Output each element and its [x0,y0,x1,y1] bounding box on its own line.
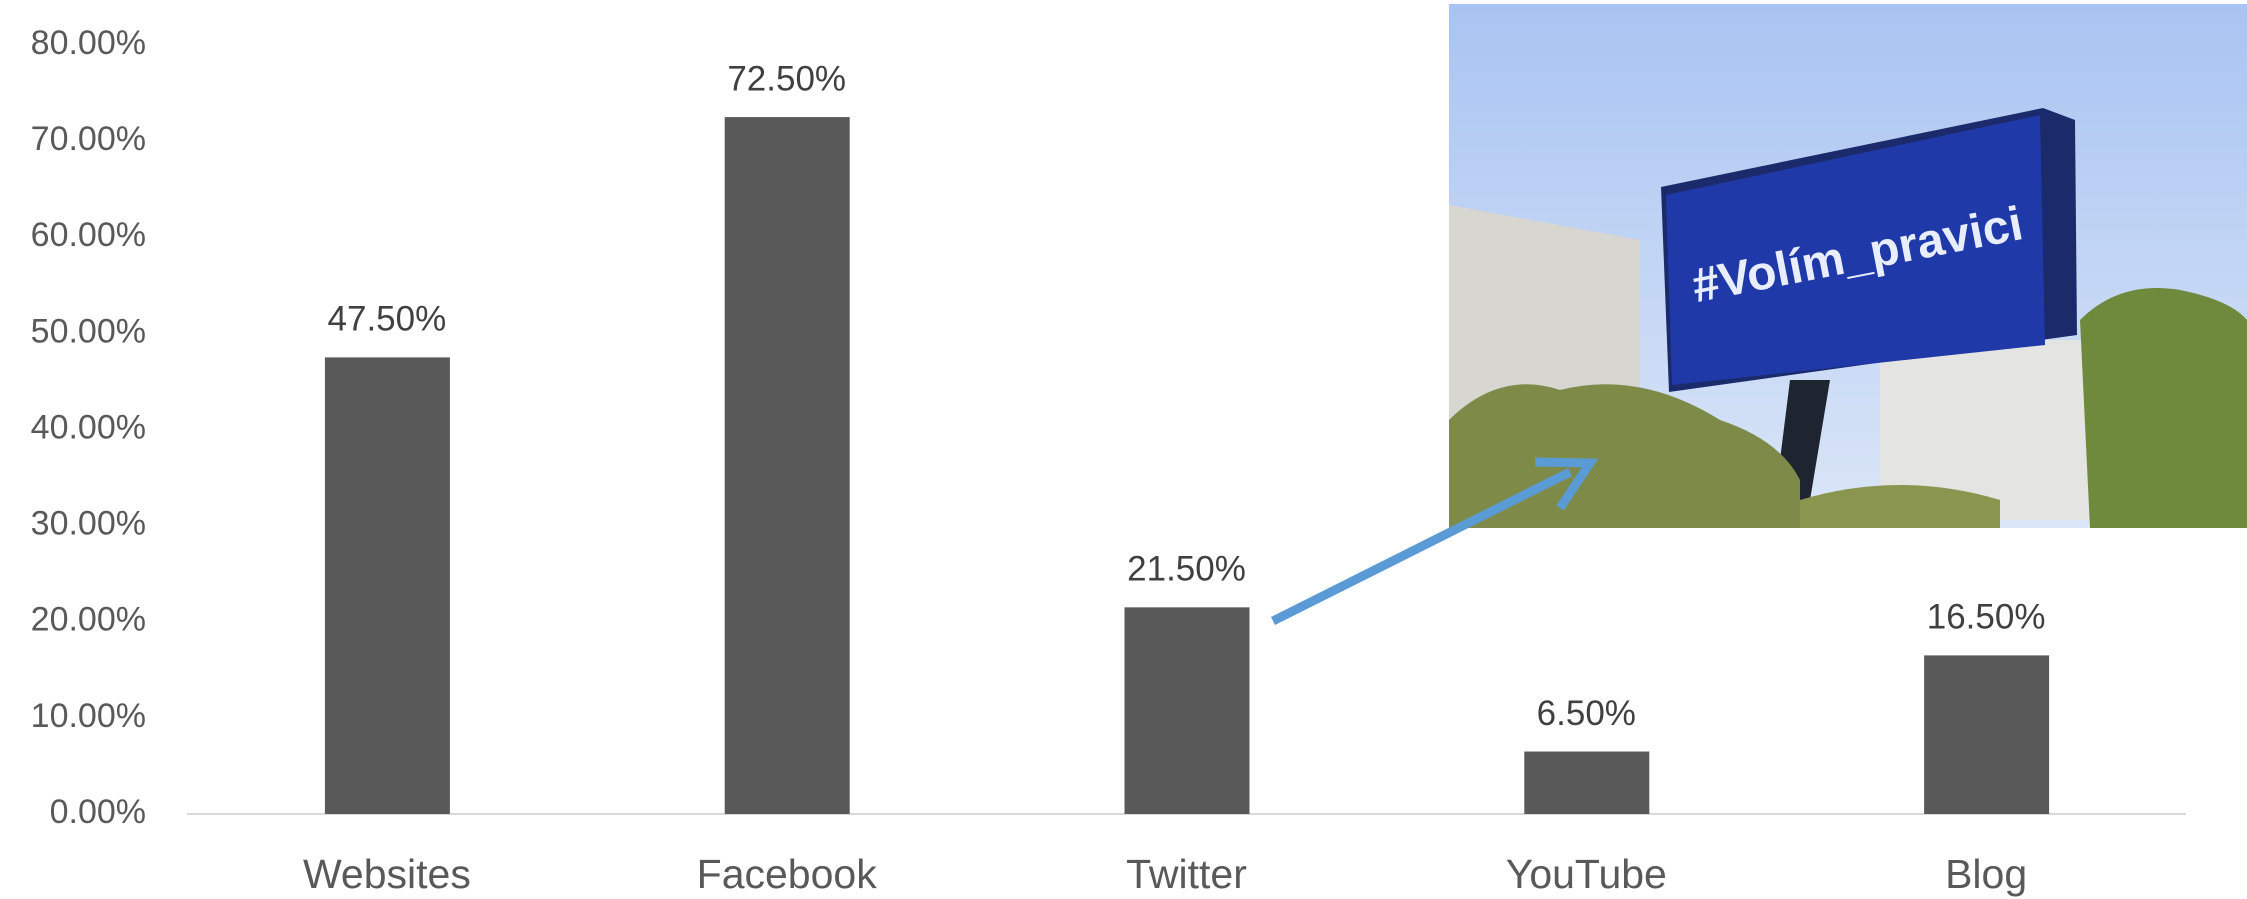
plot-area: 0.00% 10.00% 20.00% 30.00% 40.00% 50.00% 60.00… [31,24,2186,897]
y-tick-label: 30.00% [31,505,146,543]
bar [1524,751,1650,814]
photo-bush [1800,485,2000,528]
value-label: 21.50% [1127,550,1246,589]
photo-bush [2080,288,2247,528]
y-tick-label: 40.00% [31,408,146,446]
photo-wall [1449,205,1640,420]
inset-photo: #Volím_pravici [1449,4,2247,528]
arrow-head [1534,457,1599,511]
x-tick-label: YouTube [1506,851,1667,897]
value-label: 6.50% [1537,694,1636,733]
x-tick-label: Twitter [1126,851,1247,897]
y-tick-label: 0.00% [50,793,146,831]
y-tick-label: 70.00% [31,120,146,158]
x-tick-label: Websites [303,851,471,897]
value-label: 47.50% [328,300,447,339]
y-tick-label: 50.00% [31,312,146,350]
bar [1924,655,2050,814]
value-label: 72.50% [727,59,846,98]
bar [724,117,850,814]
value-label: 16.50% [1927,598,2046,637]
x-tick-label: Facebook [697,851,878,897]
arrow-shaft [1270,467,1573,626]
y-tick-label: 10.00% [31,697,146,735]
y-tick-label: 20.00% [31,601,146,639]
billboard [1666,115,2045,385]
bar [324,357,450,814]
bar [1124,607,1250,814]
y-tick-label: 60.00% [31,216,146,254]
y-tick-label: 80.00% [31,24,146,62]
x-tick-label: Blog [1945,851,2027,897]
